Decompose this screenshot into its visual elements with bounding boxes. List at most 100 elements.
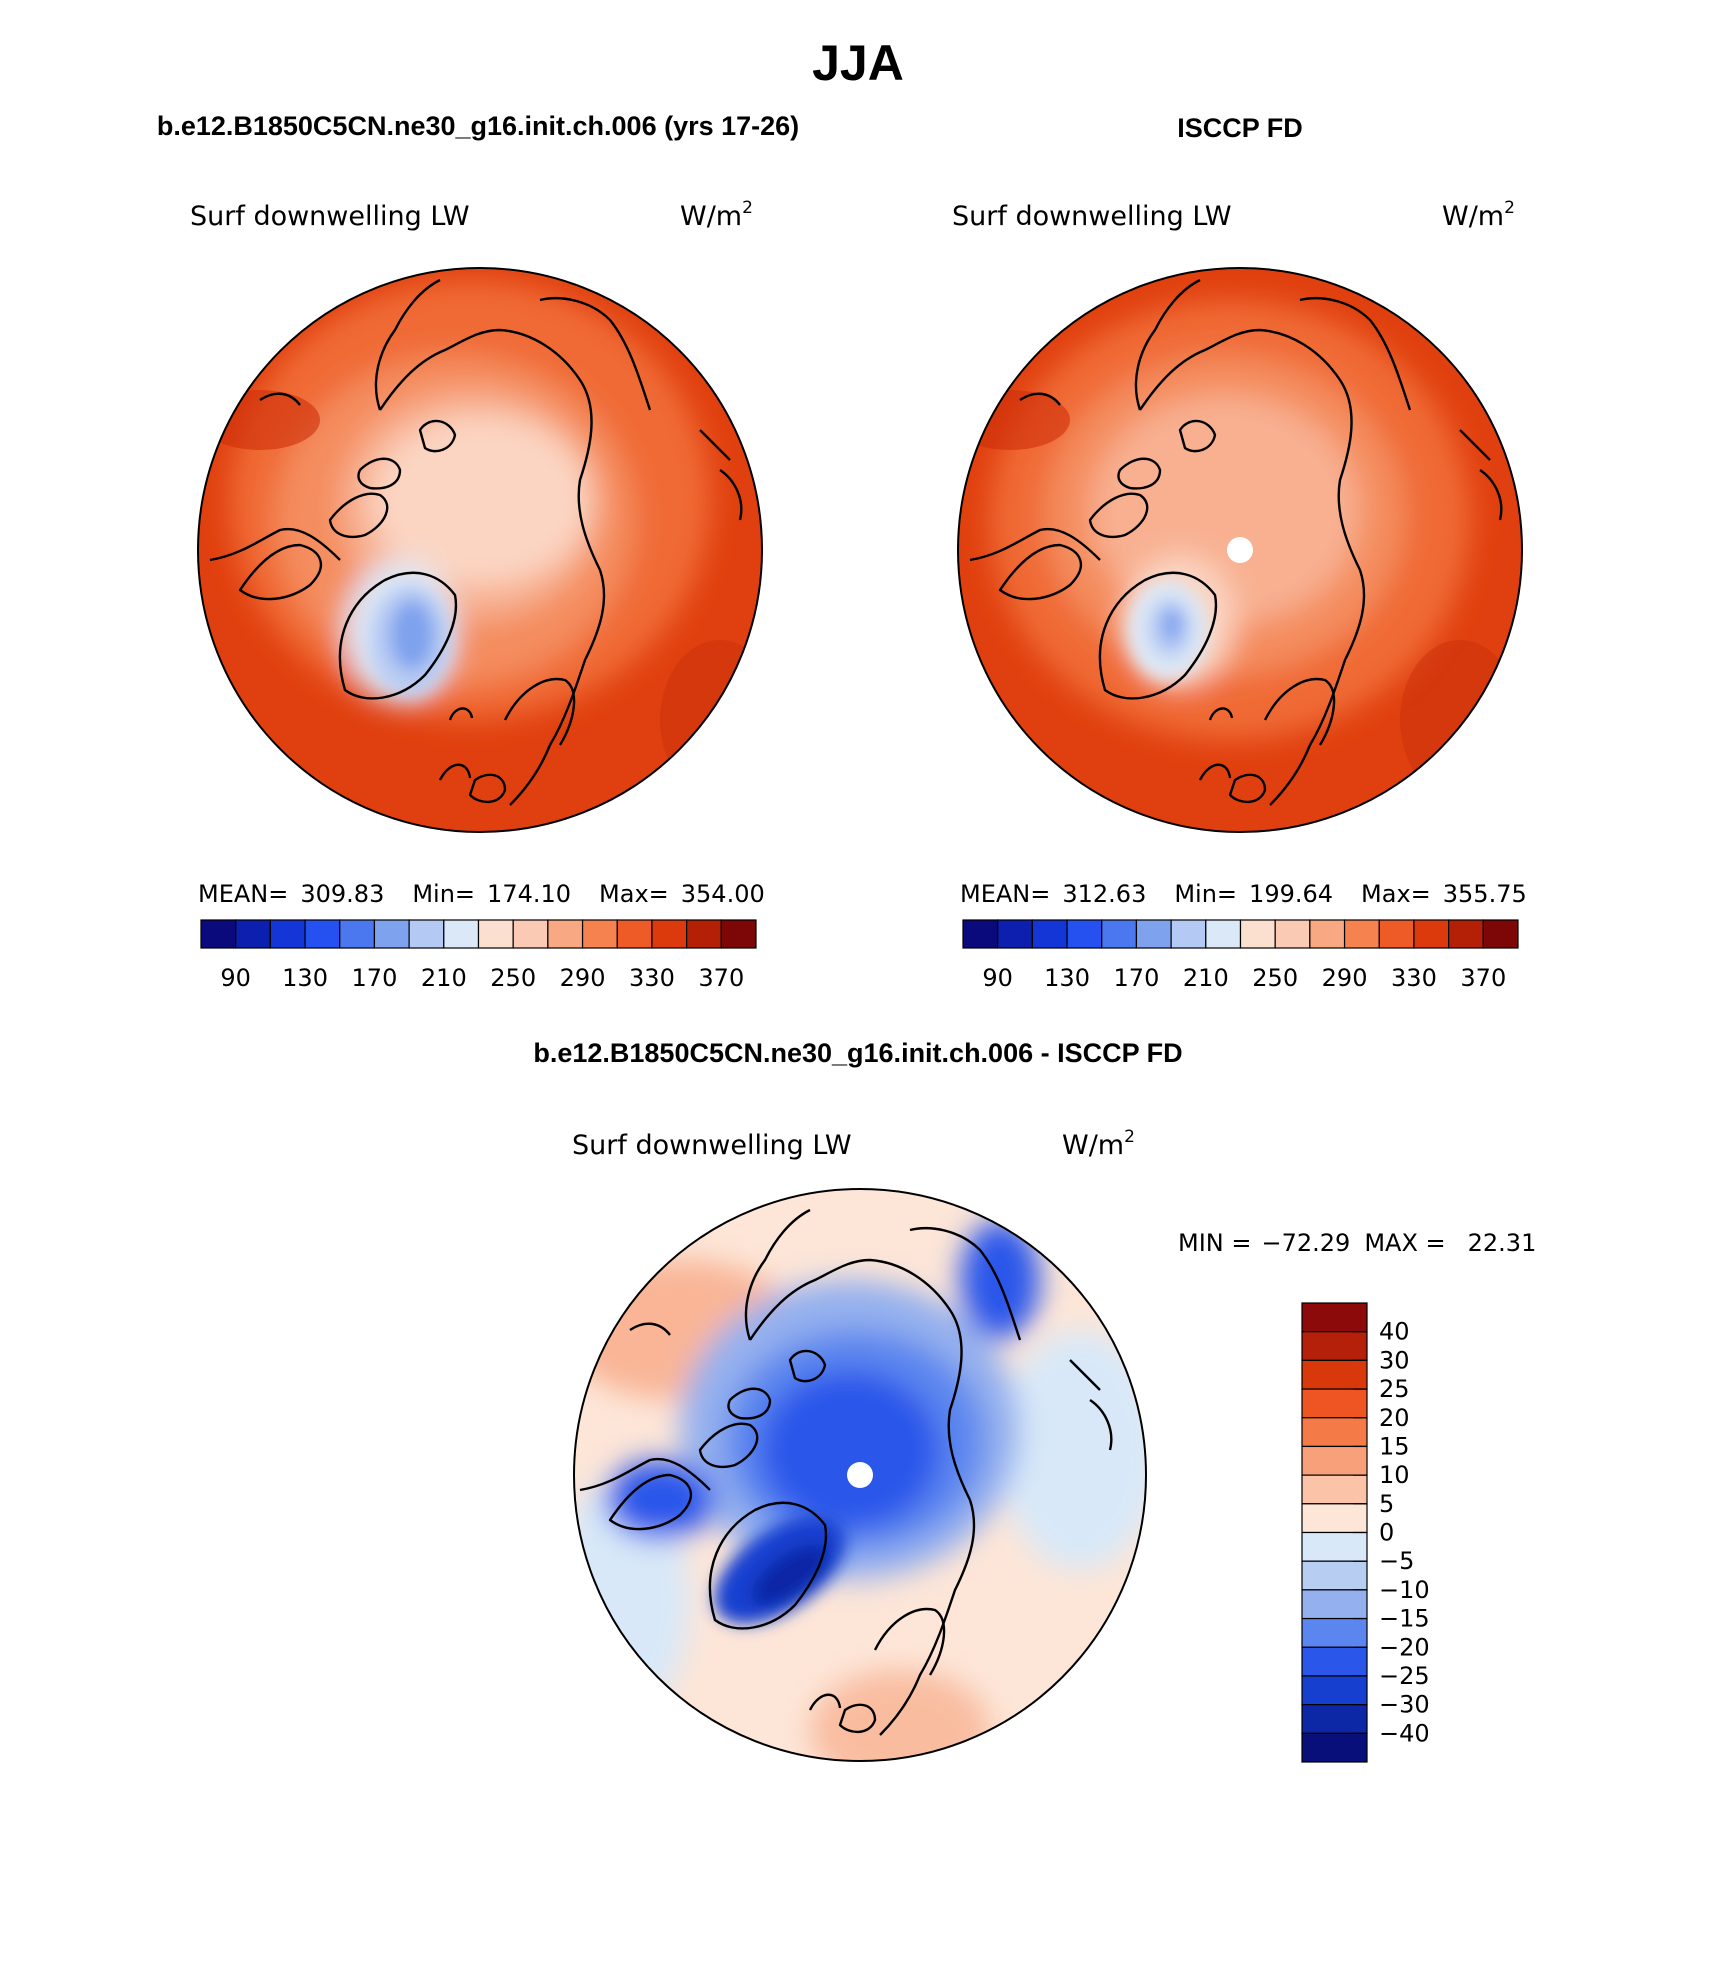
panel-a-colorbar-swatch-2 — [269, 919, 306, 949]
panel-a-colorbar-tick-label: 250 — [490, 964, 536, 992]
panel-b-colorbar-swatch-10 — [1309, 919, 1346, 949]
panel-b-colorbar-tick-label: 210 — [1183, 964, 1229, 992]
panel-c-colorbar-swatch-2 — [1301, 1359, 1368, 1390]
panel-b-colorbar-tick-label: 90 — [982, 964, 1013, 992]
panel-b-case-title: ISCCP FD — [1177, 113, 1303, 143]
panel-c-colorbar-swatch-7 — [1301, 1503, 1368, 1534]
panel-b-colorbar: 90 130 170 210 250 290 330 370 — [962, 919, 1519, 992]
panel-c-colorbar-swatch-14 — [1301, 1704, 1368, 1734]
panel-a-stats: MEAN= 309.83 Min= 174.10 Max= 354.00 — [198, 880, 765, 908]
panel-a-colorbar-swatch-5 — [373, 919, 410, 949]
panel-a-colorbar-swatch-12 — [616, 919, 653, 949]
panel-c-colorbar-tick-label: 15 — [1379, 1432, 1410, 1460]
panel-c-colorbar-tick-label: 40 — [1379, 1318, 1410, 1346]
panel-a-colorbar-tick-label: 130 — [282, 964, 328, 992]
panel-a-colorbar-swatch-4 — [339, 919, 376, 949]
panel-c-colorbar-tick-label: −10 — [1379, 1576, 1430, 1604]
panel-b-colorbar-swatch-14 — [1448, 919, 1484, 949]
panel-c-colorbar-tick-label: 5 — [1379, 1490, 1394, 1518]
panel-b-colorbar-swatch-9 — [1274, 919, 1311, 949]
panel-a-colorbar-swatch-15 — [720, 919, 757, 949]
panel-c-colorbar-tick-label: 25 — [1379, 1375, 1410, 1403]
panel-b-colorbar-swatch-11 — [1343, 919, 1380, 949]
panel-c-colorbar-swatch-0 — [1301, 1302, 1368, 1333]
panel-c-polar-map — [573, 1188, 1147, 1762]
panel-b-units-label: W/m2 — [1442, 198, 1515, 232]
panel-b-stats: MEAN= 312.63 Min= 199.64 Max= 355.75 — [960, 880, 1527, 908]
panel-a-colorbar-swatch-7 — [443, 919, 480, 949]
panel-c-colorbar-tick-label: 30 — [1379, 1346, 1410, 1374]
panel-b-colorbar-tick-label: 290 — [1322, 964, 1368, 992]
panel-b-colorbar-swatch-6 — [1170, 919, 1207, 949]
panel-a-colorbar-tick-label: 90 — [220, 964, 251, 992]
panel-a-colorbar-swatch-13 — [651, 919, 688, 949]
panel-b-colorbar-swatch-5 — [1135, 919, 1172, 949]
panel-c-colorbar-swatch-15 — [1301, 1732, 1368, 1763]
panel-c-units-label: W/m2 — [1062, 1127, 1135, 1161]
panel-b-colorbar-swatch-15 — [1482, 919, 1519, 949]
panel-b-colorbar-swatch-0 — [962, 919, 999, 949]
panel-c-colorbar-tick-label: −40 — [1379, 1719, 1430, 1747]
panel-c-colorbar-swatch-13 — [1301, 1675, 1368, 1706]
panel-a-colorbar-tick-label: 330 — [629, 964, 675, 992]
panel-a-colorbar-tick-label: 170 — [352, 964, 398, 992]
panel-a-colorbar-tick-label: 370 — [698, 964, 744, 992]
panel-a-case-title: b.e12.B1850C5CN.ne30_g16.init.ch.006 (yr… — [157, 111, 799, 141]
panel-c-colorbar-tick-label: −30 — [1379, 1691, 1430, 1719]
panel-b-colorbar-tick-label: 330 — [1391, 964, 1437, 992]
panel-c-colorbar-tick-label: −15 — [1379, 1605, 1430, 1633]
panel-b-colorbar-swatch-1 — [997, 919, 1033, 949]
panel-b-colorbar-swatch-12 — [1378, 919, 1415, 949]
panel-b-polar-map — [957, 267, 1523, 833]
panel-c-colorbar-swatch-8 — [1301, 1531, 1368, 1562]
panel-a-colorbar-swatch-9 — [512, 919, 549, 949]
panel-a-colorbar-swatch-8 — [477, 919, 514, 949]
panel-a-colorbar-tick-label: 210 — [421, 964, 467, 992]
panel-b-colorbar-swatch-3 — [1066, 919, 1103, 949]
panel-c-variable-label: Surf downwelling LW — [572, 1130, 852, 1161]
panel-c-colorbar-tick-label: −5 — [1379, 1547, 1414, 1575]
panel-c-minmax: MIN = −72.29 MAX = 22.31 — [1178, 1229, 1536, 1257]
panel-b-colorbar-swatch-13 — [1413, 919, 1450, 949]
panel-a-colorbar-swatch-6 — [408, 919, 445, 949]
panel-a-colorbar-swatch-14 — [686, 919, 722, 949]
panel-c-colorbar-swatch-3 — [1301, 1388, 1368, 1419]
panel-a-units-label: W/m2 — [680, 198, 753, 232]
panel-c-colorbar-tick-label: 0 — [1379, 1519, 1394, 1547]
panel-c-colorbar-swatch-6 — [1301, 1474, 1368, 1505]
panel-b-colorbar-swatch-4 — [1101, 919, 1138, 949]
panel-a-colorbar-swatch-10 — [547, 919, 584, 949]
panel-b-colorbar-tick-label: 130 — [1044, 964, 1090, 992]
panel-a-colorbar-tick-label: 290 — [560, 964, 606, 992]
panel-c-colorbar-swatch-12 — [1301, 1646, 1368, 1677]
panel-a-colorbar: 90 130 170 210 250 290 330 370 — [200, 919, 757, 992]
figure-title: JJA — [812, 35, 904, 91]
panel-a-colorbar-swatch-1 — [235, 919, 271, 949]
panel-c-case-title: b.e12.B1850C5CN.ne30_g16.init.ch.006 - I… — [533, 1038, 1182, 1068]
panel-c-colorbar-swatch-4 — [1301, 1417, 1368, 1448]
panel-a-polar-map — [197, 267, 763, 833]
panel-a-colorbar-swatch-11 — [581, 919, 618, 949]
panel-b-colorbar-tick-label: 370 — [1460, 964, 1506, 992]
panel-c-colorbar-swatch-1 — [1301, 1331, 1368, 1361]
panel-b-variable-label: Surf downwelling LW — [952, 201, 1232, 232]
panel-c-colorbar-tick-label: −20 — [1379, 1633, 1430, 1661]
panel-c-colorbar-tick-label: −25 — [1379, 1662, 1430, 1690]
panel-c-colorbar-swatch-11 — [1301, 1617, 1368, 1648]
panel-b-colorbar-swatch-7 — [1205, 919, 1242, 949]
panel-c-pole-missing-data — [847, 1462, 873, 1488]
panel-b-colorbar-swatch-2 — [1031, 919, 1068, 949]
panel-b-pole-missing-data — [1227, 537, 1253, 563]
panel-b-colorbar-swatch-8 — [1239, 919, 1276, 949]
panel-c-colorbar-swatch-9 — [1301, 1560, 1368, 1591]
panel-a-colorbar-swatch-0 — [200, 919, 237, 949]
panel-b-colorbar-tick-label: 170 — [1114, 964, 1160, 992]
panel-c-colorbar-tick-label: 20 — [1379, 1404, 1410, 1432]
panel-a-colorbar-swatch-3 — [304, 919, 341, 949]
panel-c-colorbar-tick-label: 10 — [1379, 1461, 1410, 1489]
panel-c-colorbar-swatch-10 — [1301, 1589, 1368, 1620]
panel-a-variable-label: Surf downwelling LW — [190, 201, 470, 232]
panel-b-colorbar-tick-label: 250 — [1252, 964, 1298, 992]
